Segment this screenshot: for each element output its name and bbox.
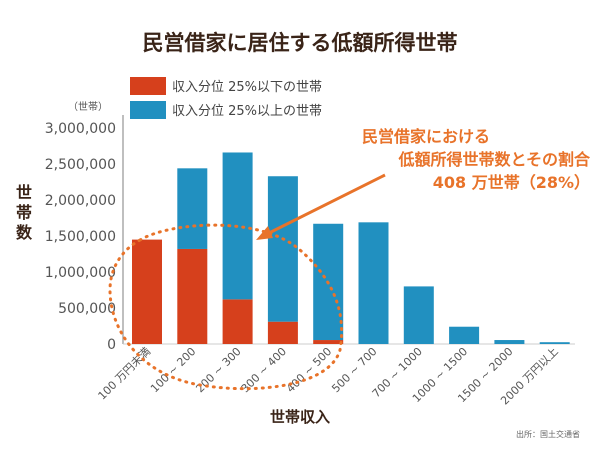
bar-high-9 [539, 342, 570, 344]
annotation-line-1: 民営借家における [362, 127, 490, 146]
x-tick-label: 400 ~ 500 [284, 345, 334, 395]
y-tick-label: 3,000,000 [45, 121, 116, 137]
x-axis-label: 世帯収入 [270, 408, 330, 426]
bar-low-2 [222, 299, 253, 344]
y-tick-label: 1,500,000 [45, 229, 116, 245]
y-tick-label: 2,500,000 [45, 157, 116, 173]
source-note: 出所：国土交通省 [516, 429, 580, 439]
y-tick-label: 1,000,000 [45, 265, 116, 281]
legend: 収入分位 25%以下の世帯 収入分位 25%以上の世帯 [130, 77, 322, 119]
x-tick-label: 100 ~ 200 [148, 345, 198, 395]
y-unit: （世帯） [68, 100, 108, 113]
y-tick-label: 500,000 [58, 301, 116, 317]
legend-swatch-high [130, 101, 166, 119]
annotation-line-2: 低額所得世帯数とその割合 [397, 150, 591, 169]
legend-swatch-low [130, 77, 166, 95]
bar-low-4 [313, 340, 344, 344]
bar-high-8 [494, 340, 525, 344]
bar-low-0 [132, 239, 162, 344]
bar-high-7 [449, 326, 480, 344]
legend-label-low: 収入分位 25%以下の世帯 [172, 80, 322, 95]
bar-high-6 [403, 286, 434, 344]
y-tick-label: 0 [107, 337, 116, 353]
annotation-line-3: 408 万世帯（28%） [433, 173, 590, 192]
bar-high-5 [358, 222, 389, 344]
bar-high-3 [267, 176, 298, 322]
annotation-arrow [256, 173, 386, 240]
x-tick-label: 100 万円未満 [95, 345, 153, 403]
bar-low-3 [267, 321, 298, 344]
y-axis-label: 世帯数 [16, 183, 33, 242]
legend-label-high: 収入分位 25%以上の世帯 [172, 104, 322, 119]
bar-low-1 [177, 248, 208, 344]
y-tick-label: 2,000,000 [45, 193, 116, 209]
bar-high-1 [177, 168, 208, 249]
chart-title: 民営借家に居住する低額所得世帯 [143, 31, 458, 55]
